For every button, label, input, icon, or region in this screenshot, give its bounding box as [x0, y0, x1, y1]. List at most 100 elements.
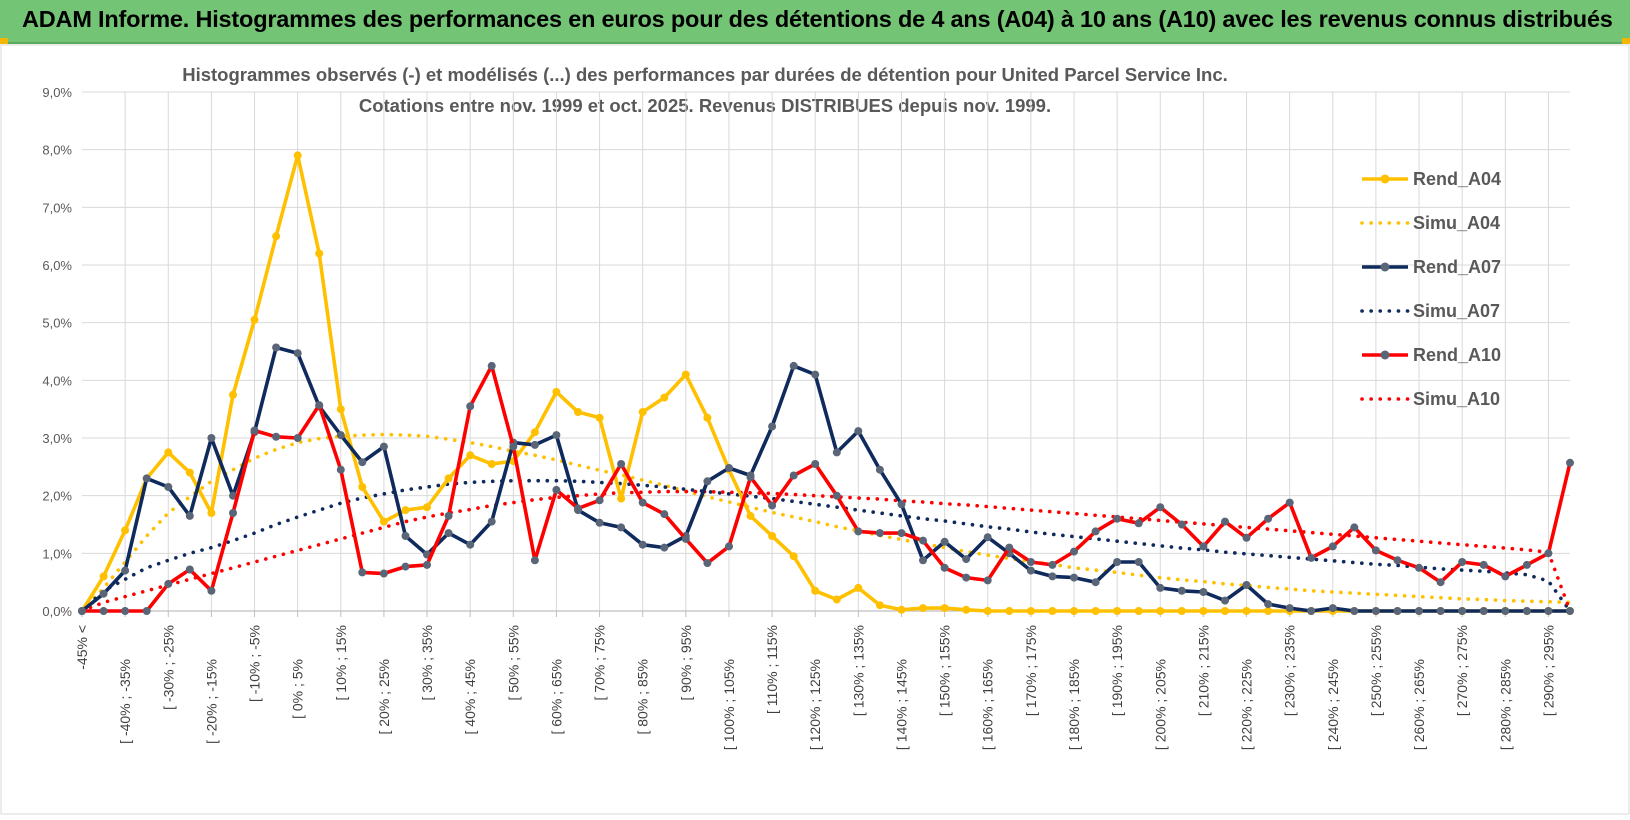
data-point	[336, 431, 345, 440]
report-title: ADAM Informe. Histogrammes des performan…	[22, 6, 1613, 32]
series-line	[80, 345, 1570, 613]
data-point	[1371, 607, 1380, 615]
data-point	[444, 474, 453, 483]
data-point	[1221, 517, 1229, 526]
legend[interactable]: Rend_A04 Simu_A04 Rend_A07 Simu_A07 Rend_A10…	[1360, 169, 1501, 409]
data-point	[940, 563, 949, 572]
data-point	[1199, 588, 1208, 596]
data-point	[444, 529, 453, 538]
data-point	[1048, 572, 1057, 581]
data-point	[530, 428, 539, 437]
x-tick-label: [ -10% ; -5%	[247, 625, 263, 702]
data-point	[897, 500, 906, 509]
data-point	[185, 468, 194, 477]
data-point	[1415, 607, 1423, 615]
legend-marker	[1380, 174, 1390, 184]
data-point	[466, 402, 475, 411]
data-point	[1091, 607, 1100, 615]
data-point	[875, 529, 884, 538]
data-point	[1544, 549, 1553, 558]
data-point	[1458, 607, 1467, 615]
x-tick-label: [ 190% ; 195%	[1109, 625, 1125, 716]
data-point	[1070, 573, 1078, 582]
data-point	[1048, 560, 1057, 569]
data-point	[1134, 607, 1143, 615]
data-point	[1242, 581, 1251, 589]
x-tick-label: [ 150% ; 155%	[937, 625, 953, 716]
y-tick-label: 0,0%	[42, 604, 72, 619]
data-point	[832, 491, 841, 500]
data-point	[660, 510, 669, 519]
data-point	[919, 556, 927, 565]
data-point	[1328, 604, 1337, 613]
data-point	[272, 432, 281, 441]
x-tick-label: -45% <	[74, 625, 90, 670]
data-point	[401, 506, 410, 515]
legend-item-rend-a10[interactable]: Rend_A10	[1362, 345, 1501, 365]
x-tick-label: [ 110% ; 115%	[764, 625, 780, 714]
data-point	[1199, 607, 1208, 615]
data-point	[1522, 607, 1531, 615]
series-line	[80, 489, 1572, 613]
data-point	[617, 523, 626, 532]
data-point	[1436, 578, 1445, 587]
legend-label: Rend_A10	[1413, 345, 1501, 365]
x-tick-label: [ 120% ; 125%	[807, 659, 823, 750]
data-point	[530, 556, 539, 565]
data-point	[99, 607, 108, 615]
series-simu-a10	[80, 489, 1572, 613]
data-point	[983, 533, 992, 542]
data-point	[229, 491, 237, 500]
legend-label: Rend_A04	[1413, 169, 1501, 189]
legend-label: Simu_A04	[1413, 213, 1500, 233]
x-tick-label: [ 160% ; 165%	[980, 659, 996, 750]
y-tick-label: 4,0%	[42, 373, 72, 388]
x-tick-label: [ 100% ; 105%	[721, 659, 737, 750]
legend-item-simu-a10[interactable]: Simu_A10	[1360, 389, 1500, 409]
data-point	[185, 565, 194, 574]
data-point	[1156, 583, 1165, 592]
data-point	[1393, 556, 1402, 565]
legend-item-rend-a07[interactable]: Rend_A07	[1362, 257, 1501, 277]
data-point	[1264, 514, 1273, 523]
data-point	[854, 527, 863, 536]
data-point	[250, 426, 259, 435]
data-point	[811, 370, 820, 379]
legend-item-simu-a04[interactable]: Simu_A04	[1360, 213, 1500, 233]
data-point	[1479, 560, 1488, 569]
legend-item-simu-a07[interactable]: Simu_A07	[1360, 301, 1500, 321]
gridlines	[82, 91, 1570, 611]
data-point	[207, 434, 216, 442]
data-point	[1350, 607, 1359, 615]
data-point	[1177, 586, 1186, 595]
data-point	[1091, 578, 1100, 587]
data-point	[725, 464, 733, 472]
data-point	[919, 536, 927, 545]
x-tick-label: [ 180% ; 185%	[1066, 659, 1082, 750]
data-point	[1070, 607, 1078, 615]
data-point	[1221, 607, 1229, 615]
data-point	[1285, 498, 1294, 507]
data-point	[1113, 514, 1122, 523]
data-point	[121, 526, 130, 535]
y-tick-label: 6,0%	[42, 258, 72, 273]
data-point	[466, 540, 475, 549]
data-point	[78, 607, 86, 615]
data-point	[983, 576, 992, 585]
data-point	[1307, 607, 1316, 615]
data-point	[811, 460, 820, 468]
data-point	[142, 607, 151, 615]
data-point	[875, 601, 884, 610]
data-point	[768, 532, 777, 540]
data-point	[552, 485, 561, 494]
data-point	[164, 448, 173, 457]
performance-histogram-chart: Histogrammes observés (-) et modélisés (…	[0, 44, 1630, 815]
data-point	[1501, 572, 1510, 581]
data-point	[250, 315, 259, 324]
x-tick-label: [ 20% ; 25%	[376, 659, 392, 735]
data-point	[1436, 607, 1445, 615]
y-tick-label: 8,0%	[42, 143, 72, 158]
x-tick-label: [ 210% ; 215%	[1195, 625, 1211, 716]
legend-item-rend-a04[interactable]: Rend_A04	[1362, 169, 1501, 189]
x-tick-label: [ 260% ; 265%	[1411, 659, 1427, 750]
